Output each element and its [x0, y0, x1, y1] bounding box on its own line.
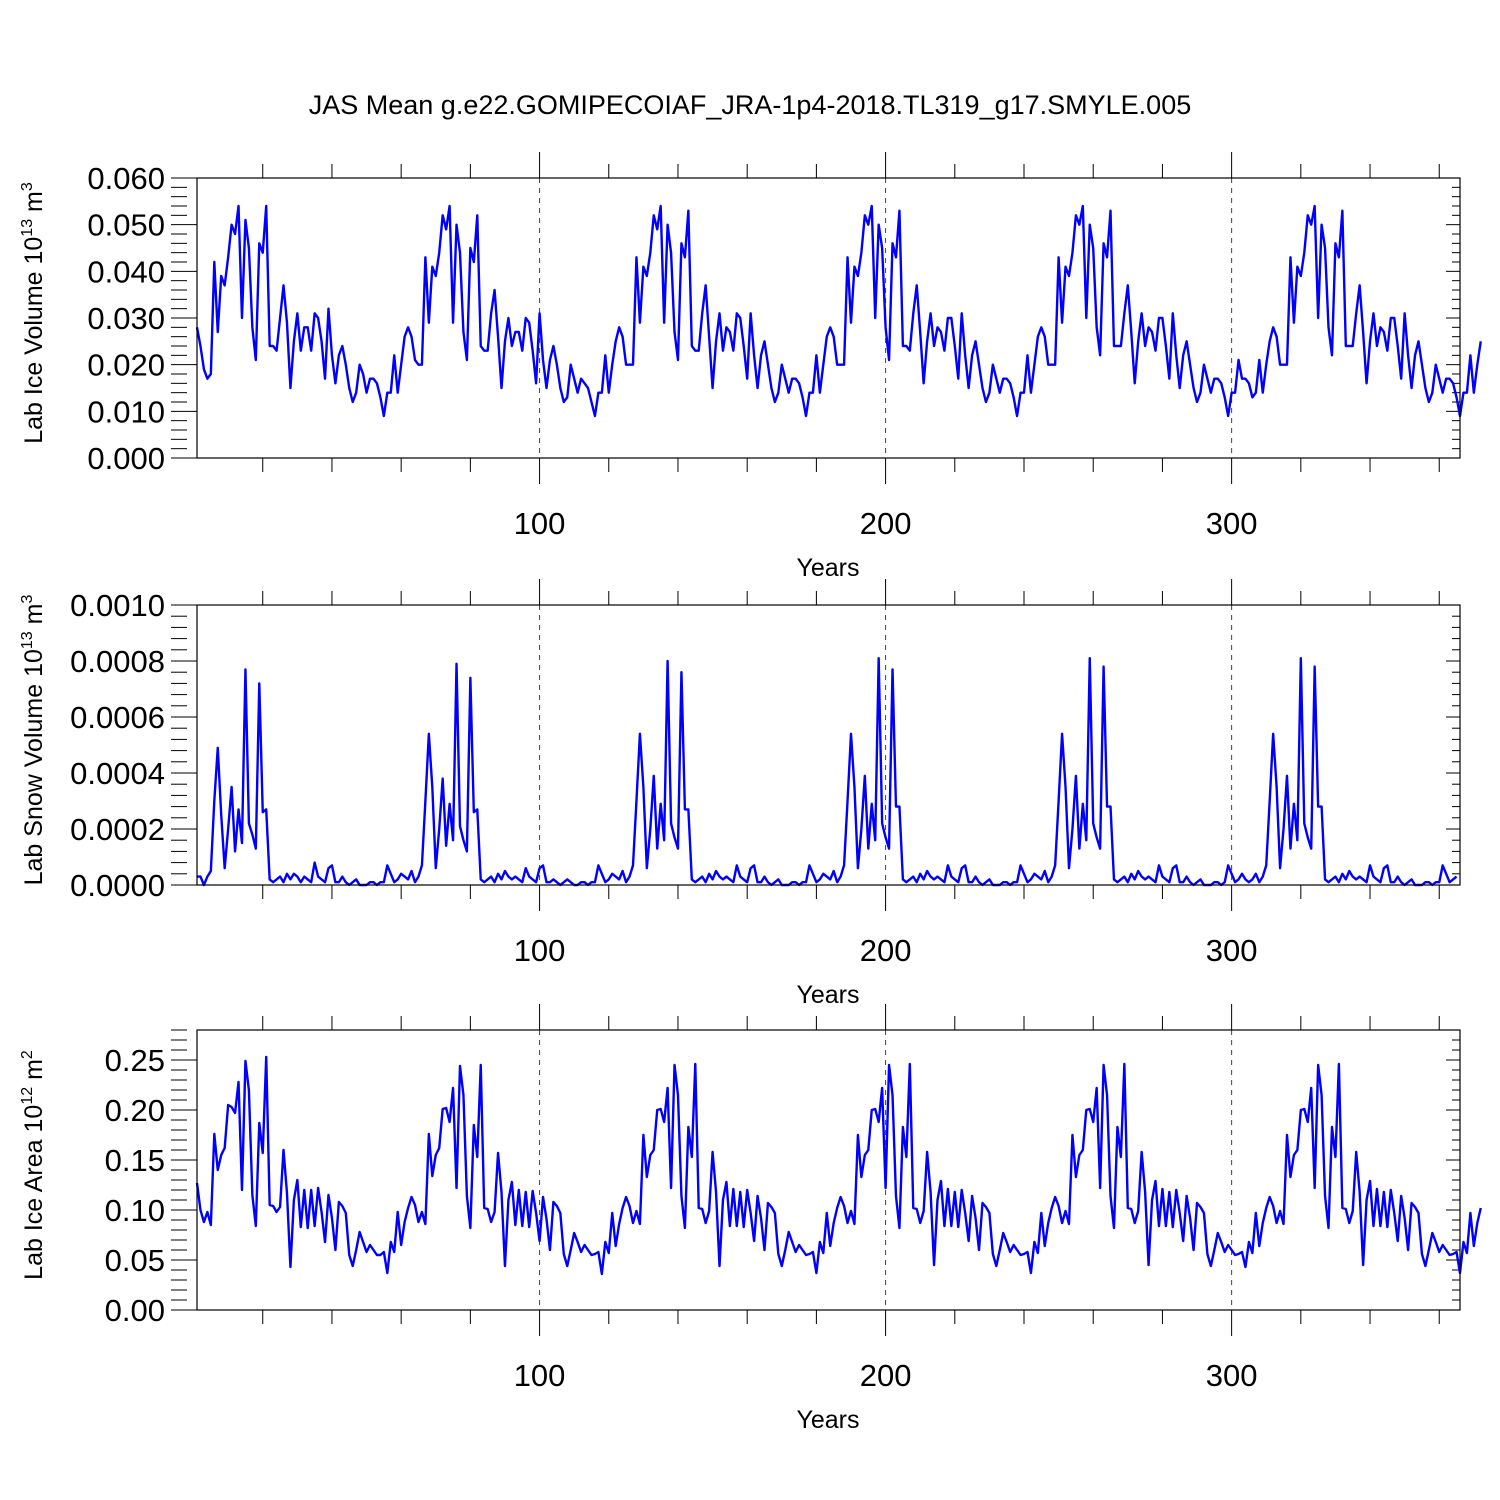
- y-axis-label: Lab Ice Volume 1013 m3: [19, 182, 48, 444]
- figure-title: JAS Mean g.e22.GOMIPECOIAF_JRA-1p4-2018.…: [309, 90, 1191, 120]
- y-axis-label: Lab Snow Volume 1013 m3: [19, 595, 48, 886]
- panels: 0.000 0.010 0.020 0.030 0.040 0.050 0.060 100 20…: [19, 152, 1482, 1434]
- x-tick-label: 100: [514, 933, 566, 968]
- y-tick-label: 0.0010: [70, 588, 165, 623]
- y-tick-label: 0.0000: [70, 868, 165, 903]
- x-tick-label: 100: [514, 1358, 566, 1393]
- x-tick-label: 200: [860, 506, 912, 541]
- x-tick-label: 200: [860, 933, 912, 968]
- y-tick-label: 0.20: [105, 1093, 165, 1128]
- lab-snow-volume-panel: 0.0000 0.0002 0.0004 0.0006 0.0008 0.0010 100 2…: [19, 579, 1461, 1009]
- x-tick-label: 200: [860, 1358, 912, 1393]
- lab-snow-volume-series-line: [197, 657, 1458, 887]
- x-axis-label: Years: [796, 981, 859, 1009]
- lab-ice-area-panel: 0.00 0.05 0.10 0.15 0.20 0.25 100 200 300 Years La…: [19, 1004, 1482, 1434]
- y-tick-label: 0.040: [87, 254, 165, 289]
- plot-frame: [196, 1029, 1461, 1311]
- lab-ice-volume-panel: 0.000 0.010 0.020 0.030 0.040 0.050 0.060 100 20…: [19, 152, 1482, 582]
- y-tick-label: 0.25: [105, 1043, 165, 1078]
- lab-ice-volume-series-line: [195, 204, 1482, 418]
- y-tick-label: 0.00: [105, 1293, 165, 1328]
- x-tick-label: 100: [514, 506, 566, 541]
- y-tick-label: 0.000: [87, 441, 165, 476]
- lab-ice-area-series-line: [195, 1055, 1482, 1276]
- y-tick-label: 0.030: [87, 301, 165, 336]
- y-tick-label: 0.15: [105, 1143, 165, 1178]
- y-tick-label: 0.020: [87, 348, 165, 383]
- y-tick-label: 0.060: [87, 161, 165, 196]
- y-tick-label: 0.010: [87, 394, 165, 429]
- x-axis-label: Years: [796, 554, 859, 582]
- y-tick-label: 0.0004: [70, 756, 165, 791]
- plot-frame: [196, 177, 1461, 459]
- y-axis-label: Lab Ice Area 1012 m2: [19, 1050, 48, 1280]
- x-tick-label: 300: [1206, 1358, 1258, 1393]
- y-tick-label: 0.050: [87, 208, 165, 243]
- x-axis-label: Years: [796, 1406, 859, 1434]
- y-tick-label: 0.0006: [70, 700, 165, 735]
- y-tick-label: 0.10: [105, 1193, 165, 1228]
- y-tick-label: 0.0008: [70, 644, 165, 679]
- x-tick-label: 300: [1206, 506, 1258, 541]
- x-tick-label: 300: [1206, 933, 1258, 968]
- y-tick-label: 0.05: [105, 1243, 165, 1278]
- y-tick-label: 0.0002: [70, 812, 165, 847]
- plot-frame: [196, 604, 1461, 886]
